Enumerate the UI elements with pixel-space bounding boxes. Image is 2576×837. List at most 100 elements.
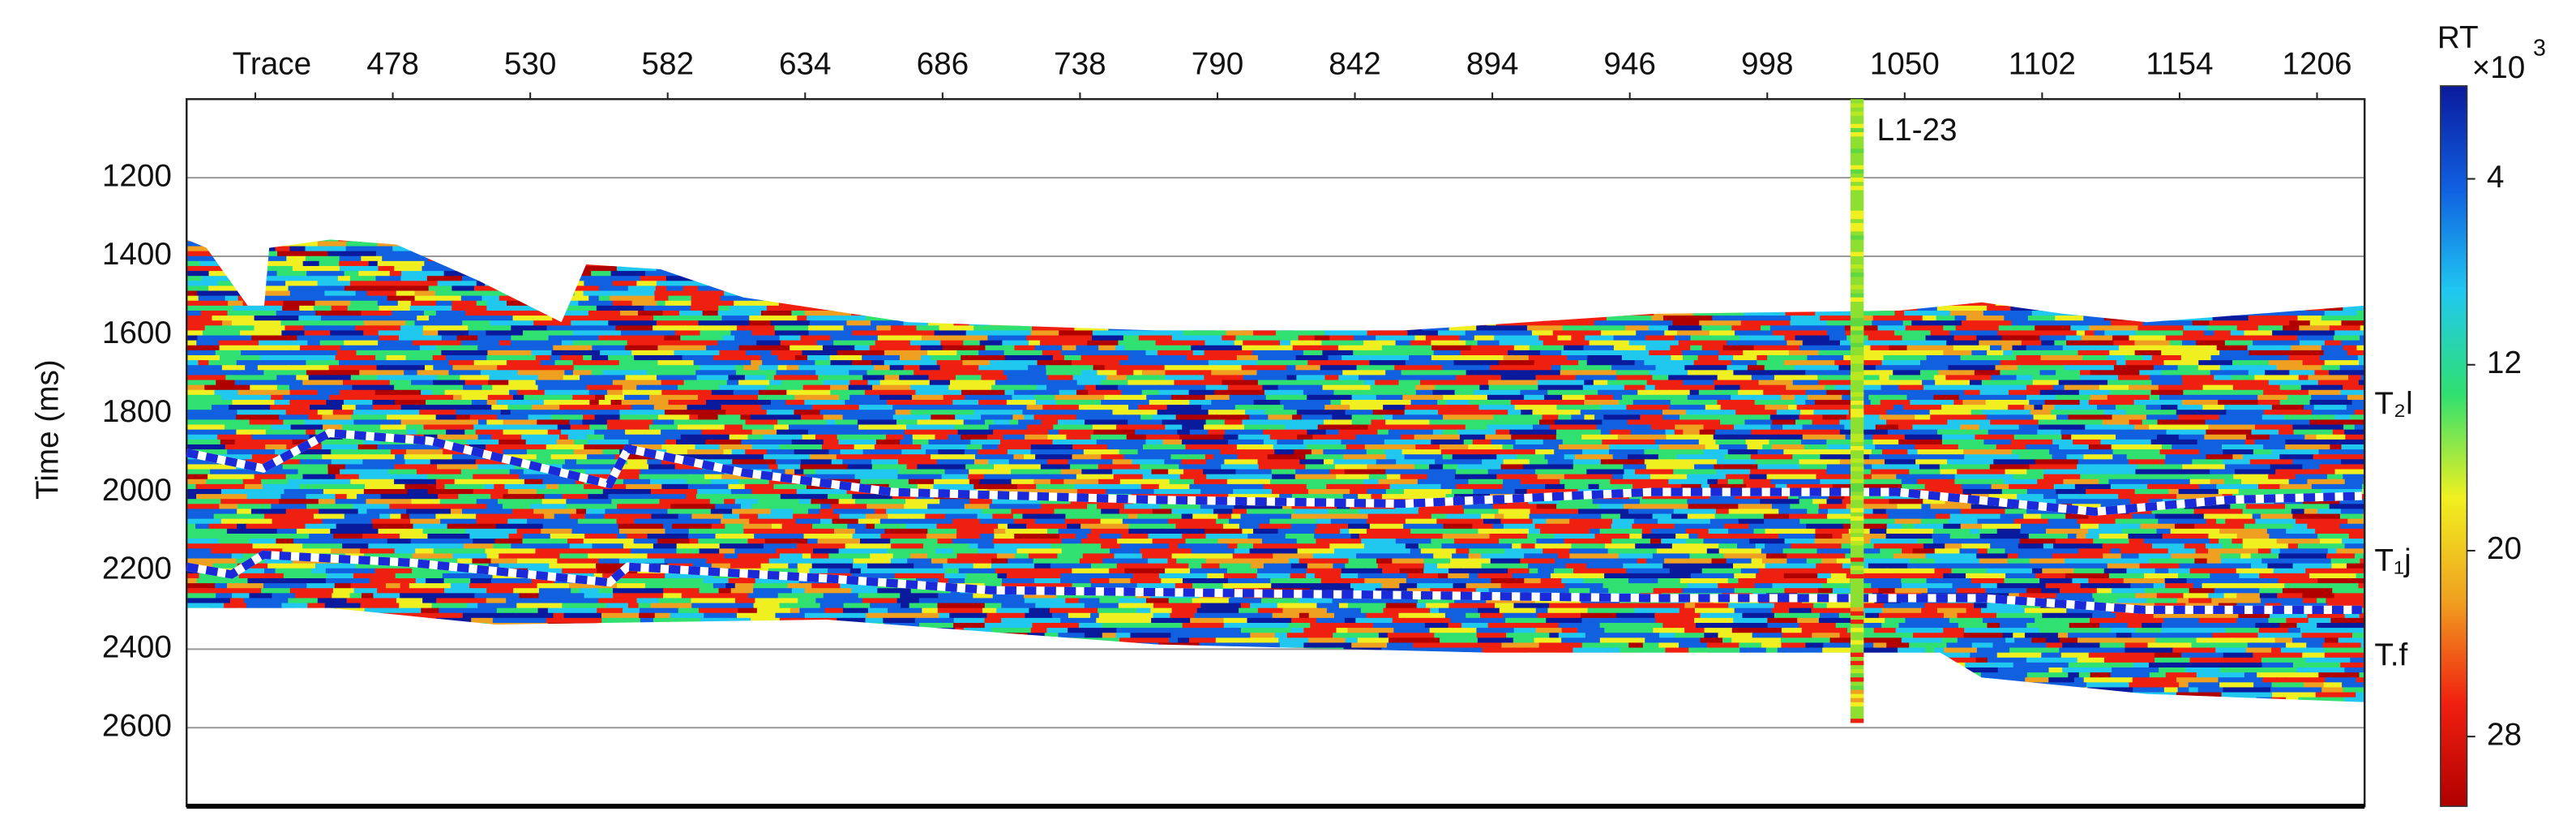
x-tick-label: 946 <box>1603 47 1656 82</box>
well-log-cell <box>1850 273 1864 277</box>
well-log-cell <box>1850 479 1864 484</box>
well-log-cell <box>1850 165 1864 170</box>
well-log-cell <box>1850 660 1864 666</box>
well-label: L1-23 <box>1877 113 1958 148</box>
x-tick-label: 1050 <box>1870 47 1940 82</box>
well-log-cell <box>1850 607 1864 612</box>
well-log-cell <box>1850 251 1864 256</box>
x-tick-label: 1206 <box>2282 47 2351 82</box>
well-log-cell <box>1850 640 1864 645</box>
x-tick-label: 1102 <box>2009 47 2076 82</box>
well-log-cell <box>1850 148 1864 153</box>
well-log-cell <box>1850 322 1864 327</box>
x-tick-label: Trace <box>233 47 311 82</box>
colorbar-multiplier: ×10 <box>2472 50 2526 85</box>
well-log-cell <box>1850 376 1864 380</box>
x-tick-label: 530 <box>504 47 557 82</box>
well-log-cell <box>1850 227 1864 232</box>
x-tick-label: 790 <box>1192 47 1244 82</box>
well-log-cell <box>1850 342 1864 347</box>
well-log-cell <box>1850 413 1864 418</box>
x-tick-label: 478 <box>366 47 419 82</box>
x-tick-label: 582 <box>641 47 694 82</box>
well-log-cell <box>1850 496 1864 500</box>
well-log-cell <box>1850 111 1864 116</box>
well-log-cell <box>1850 285 1864 290</box>
well-log-cell <box>1850 561 1864 566</box>
well-log-cell <box>1850 330 1864 335</box>
x-tick-label: 686 <box>917 47 969 82</box>
well-log-cell <box>1850 516 1864 521</box>
y-tick-label: 1400 <box>102 237 172 272</box>
well-log-cell <box>1850 611 1864 616</box>
colorbar-tick-label: 12 <box>2487 346 2522 380</box>
well-log-cell <box>1850 685 1864 690</box>
y-axis-label: Time (ms) <box>30 359 65 500</box>
well-log-cell <box>1850 702 1864 707</box>
well-log-cell <box>1850 673 1864 678</box>
well-log-cell <box>1850 719 1864 723</box>
horizon-label: T₁j <box>2374 543 2411 578</box>
well-log-cell <box>1850 689 1864 694</box>
well-log-cell <box>1850 400 1864 406</box>
well-log-cell <box>1850 483 1864 488</box>
seismic-section <box>186 239 2365 702</box>
well-log-cell <box>1850 210 1864 216</box>
well-log-cell <box>1850 297 1864 302</box>
x-tick-label: 738 <box>1054 47 1106 82</box>
y-tick-label: 2600 <box>102 708 172 743</box>
horizon <box>186 550 2362 614</box>
well-log-cell <box>1850 103 1864 108</box>
horizon-label: T₂l <box>2374 386 2412 421</box>
well-log-cell <box>1850 169 1864 174</box>
well-log-cell <box>1850 669 1864 674</box>
well-log-cell <box>1850 392 1864 397</box>
well-log-cell <box>1850 677 1864 682</box>
well-log-cell <box>1850 293 1864 298</box>
well-log-cell <box>1850 458 1864 463</box>
well-log-cell <box>1850 131 1864 137</box>
x-tick-label: 842 <box>1329 47 1381 82</box>
well-log-cell <box>1850 409 1864 414</box>
y-tick-label: 2200 <box>102 552 172 586</box>
well-log-cell <box>1850 541 1864 546</box>
well-log-cell <box>1850 177 1864 182</box>
y-tick-label: 2400 <box>102 630 172 665</box>
y-tick-label: 1200 <box>102 158 172 193</box>
x-tick-label: 998 <box>1741 47 1794 82</box>
y-tick-label: 1600 <box>102 315 172 350</box>
colorbar-tick-label: 28 <box>2487 717 2522 752</box>
well-log-cell <box>1850 619 1864 625</box>
well-log-cell <box>1850 371 1864 376</box>
well-log-cell <box>1850 466 1864 471</box>
horizon-label: T.f <box>2374 637 2407 672</box>
well-log-cell <box>1850 557 1864 562</box>
well-log-cell <box>1850 487 1864 492</box>
well-log-cell <box>1850 318 1864 323</box>
well-log-cell <box>1850 214 1864 220</box>
colorbar-label: RT <box>2437 20 2479 55</box>
well-log-cell <box>1850 446 1864 451</box>
x-tick-label: 894 <box>1466 47 1519 82</box>
well-log-cell <box>1850 508 1864 513</box>
well-log-cell <box>1850 433 1864 439</box>
well-log-cell <box>1850 326 1864 331</box>
well-log-cell <box>1850 652 1864 657</box>
well-log-cell <box>1850 528 1864 534</box>
well-log-cell <box>1850 354 1864 360</box>
y-tick-label: 1800 <box>102 394 172 429</box>
well-log-cell <box>1850 693 1864 698</box>
colorbar-tick-label: 4 <box>2487 160 2505 195</box>
well-log-cell <box>1850 186 1864 191</box>
horizon <box>186 428 2363 517</box>
well-log-cell <box>1850 223 1864 228</box>
well-log-cell <box>1850 565 1864 571</box>
well-log-cell <box>1850 127 1864 133</box>
well-log-cell <box>1850 628 1864 633</box>
well-log-cell <box>1850 437 1864 443</box>
well-log-cell <box>1850 264 1864 269</box>
colorbar-tick-label: 20 <box>2487 531 2522 566</box>
well-log-cell <box>1850 123 1864 129</box>
